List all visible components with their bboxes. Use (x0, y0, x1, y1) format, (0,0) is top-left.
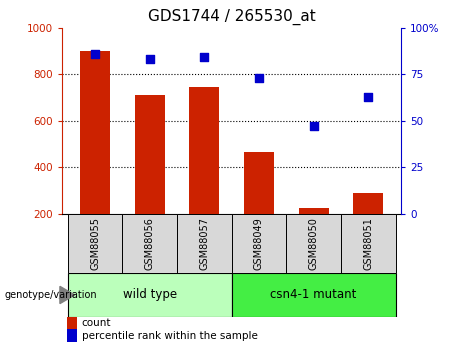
Bar (353, 193, 383, 214)
Text: percentile rank within the sample: percentile rank within the sample (82, 331, 258, 341)
FancyBboxPatch shape (68, 214, 122, 273)
Text: GSM88056: GSM88056 (145, 217, 155, 270)
Point (146, 57, 154, 62)
Text: GSM88057: GSM88057 (199, 217, 209, 270)
Point (91, 51, 99, 57)
Bar (189, 87, 219, 214)
Text: wild type: wild type (123, 288, 177, 302)
Text: GSM88051: GSM88051 (363, 217, 373, 270)
Polygon shape (60, 286, 75, 304)
Text: GSM88050: GSM88050 (308, 217, 319, 270)
Text: GSM88049: GSM88049 (254, 217, 264, 269)
FancyBboxPatch shape (286, 214, 341, 273)
Bar (135, 95, 165, 214)
FancyBboxPatch shape (231, 214, 286, 273)
Point (201, 55, 208, 60)
Point (365, 94, 372, 99)
Bar (67, 329, 77, 342)
FancyBboxPatch shape (177, 214, 231, 273)
Text: count: count (82, 318, 111, 328)
Point (310, 124, 317, 129)
Point (255, 75, 263, 81)
Text: genotype/variation: genotype/variation (5, 290, 97, 300)
Bar (244, 152, 274, 214)
FancyBboxPatch shape (68, 273, 231, 317)
Text: GSM88055: GSM88055 (90, 217, 100, 270)
FancyBboxPatch shape (341, 214, 396, 273)
Bar (80, 51, 110, 214)
Text: csn4-1 mutant: csn4-1 mutant (271, 288, 357, 302)
Title: GDS1744 / 265530_at: GDS1744 / 265530_at (148, 9, 315, 25)
FancyBboxPatch shape (231, 273, 396, 317)
Bar (67, 317, 77, 329)
Bar (299, 208, 329, 214)
FancyBboxPatch shape (122, 214, 177, 273)
